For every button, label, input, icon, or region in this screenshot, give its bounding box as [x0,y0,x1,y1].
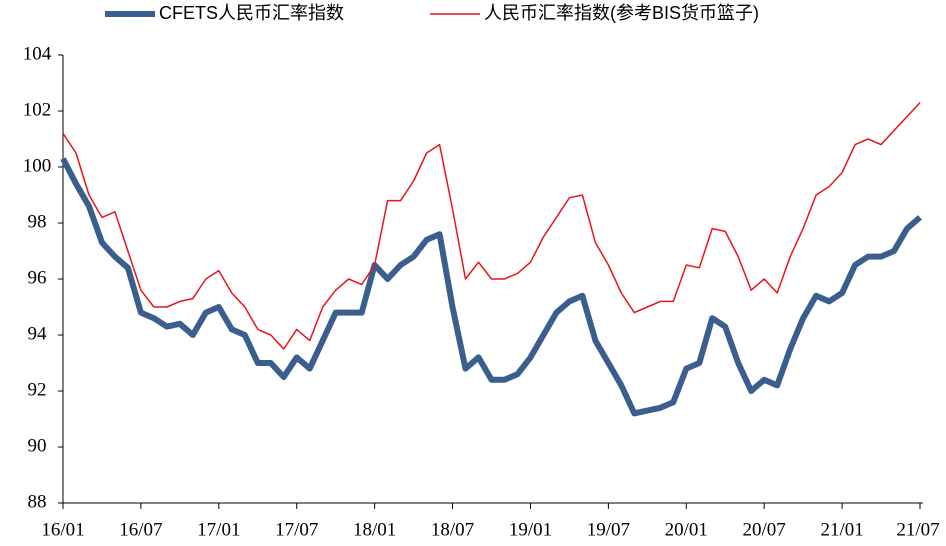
x-tick-label: 20/01 [665,519,708,540]
x-tick-label: 17/07 [275,519,318,540]
series-line [62,102,921,350]
y-tick-label: 92 [28,379,47,400]
x-tick-label: 21/01 [820,519,863,540]
x-tick-label: 19/01 [509,519,552,540]
y-tick-label: 102 [23,99,52,120]
y-tick-label: 96 [28,267,47,288]
legend-label: 人民币汇率指数(参考BIS货币篮子) [484,3,759,23]
y-tick-label: 100 [23,155,52,176]
series-line [60,157,922,417]
x-tick-label: 18/01 [353,519,396,540]
y-tick-label: 90 [28,435,47,456]
y-tick-label: 94 [28,323,48,344]
x-tick-label: 16/07 [119,519,162,540]
x-tick-label: 17/01 [197,519,240,540]
y-tick-label: 104 [23,43,52,64]
legend-label: CFETS人民币汇率指数 [159,3,344,23]
x-tick-label: 21/07 [896,519,939,540]
x-tick-label: 20/07 [743,519,786,540]
y-tick-label: 98 [28,211,47,232]
y-tick-label: 88 [28,491,47,512]
x-tick-label: 18/07 [431,519,474,540]
x-tick-label: 19/07 [587,519,630,540]
x-tick-label: 16/01 [41,519,84,540]
